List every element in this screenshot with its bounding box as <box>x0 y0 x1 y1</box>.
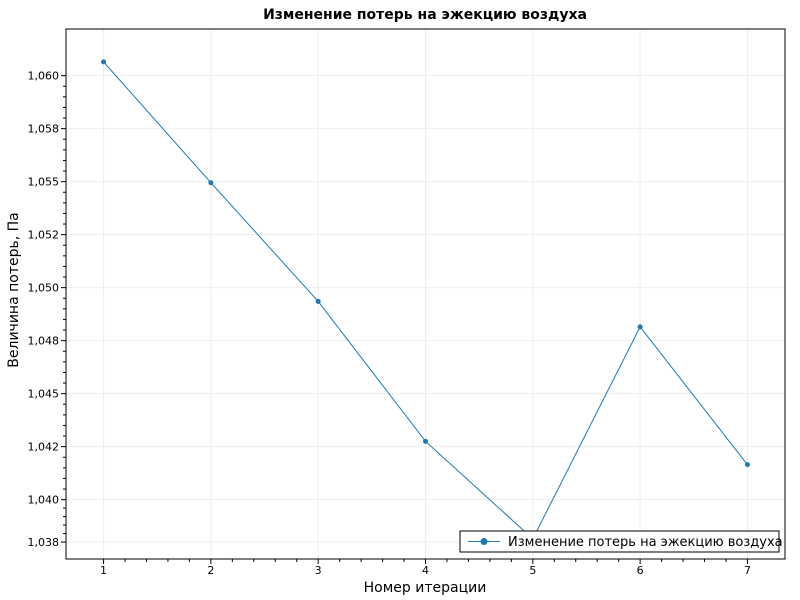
data-point <box>315 298 321 304</box>
y-tick-label: 1,055 <box>28 176 60 189</box>
data-point <box>423 438 428 444</box>
y-tick-label: 1,038 <box>28 536 60 549</box>
y-axis-label: Величина потерь, Па <box>6 212 22 367</box>
x-tick-label: 2 <box>207 564 214 577</box>
y-tick-label: 1,050 <box>28 282 60 295</box>
y-axis: 1,038 1,040 1,042 1,045 1,048 1,050 1,052 1,055… <box>28 70 66 549</box>
x-tick-label: 1 <box>100 564 107 577</box>
y-tick-label: 1,048 <box>28 335 60 348</box>
x-tick-label: 7 <box>744 564 751 577</box>
data-point <box>637 324 643 330</box>
y-tick-label: 1,058 <box>28 123 60 136</box>
data-point <box>208 180 214 186</box>
y-tick-label: 1,045 <box>28 388 60 401</box>
x-axis: 1 2 3 4 5 6 7 <box>100 559 751 577</box>
legend: Изменение потерь на эжекцию воздуха <box>459 530 783 553</box>
data-point <box>744 462 750 468</box>
y-tick-label: 1,060 <box>28 70 60 83</box>
x-tick-label: 5 <box>529 564 536 577</box>
grid-layer <box>66 29 785 559</box>
legend-box <box>459 530 780 553</box>
data-point <box>101 59 107 65</box>
y-tick-label: 1,042 <box>28 441 60 454</box>
chart-title: Изменение потерь на эжекцию воздуха <box>263 7 587 23</box>
x-tick-label: 3 <box>315 564 322 577</box>
legend-marker-swatch <box>480 538 488 545</box>
y-tick-label: 1,052 <box>28 229 60 242</box>
y-tick-label: 1,040 <box>28 494 60 507</box>
x-tick-label: 4 <box>422 564 429 577</box>
legend-label: Изменение потерь на эжекцию воздуха <box>508 535 783 550</box>
x-tick-label: 6 <box>637 564 644 577</box>
x-axis-label: Номер итерации <box>364 580 487 596</box>
